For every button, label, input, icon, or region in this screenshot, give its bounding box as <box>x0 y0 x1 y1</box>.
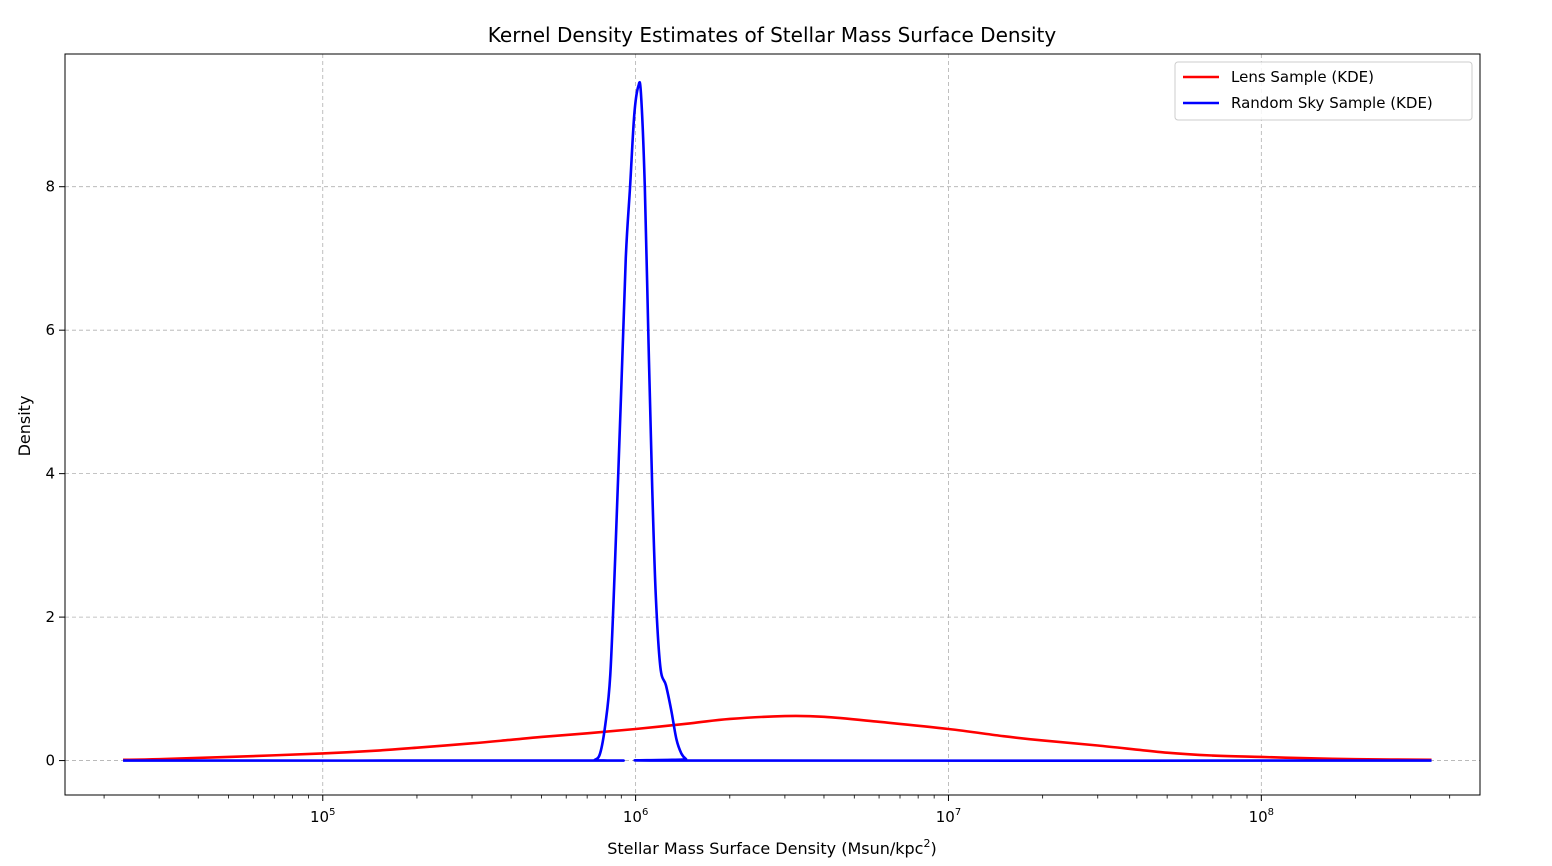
legend-box <box>1174 61 1473 121</box>
y-axis-ticks: 0 2 4 6 8 <box>45 178 65 770</box>
legend: Lens Sample (KDE) Random Sky Sample (KDE) <box>1174 61 1473 121</box>
x-tick-label: 107 <box>936 807 961 826</box>
x-tick-label: 108 <box>1249 807 1274 826</box>
x-tick-base: 10 <box>1249 808 1268 826</box>
x-tick-label: 106 <box>623 807 648 826</box>
grid <box>65 54 1480 795</box>
x-axis-label: Stellar Mass Surface Density (Msun/kpc2) <box>607 837 936 858</box>
y-tick-label: 4 <box>45 465 55 483</box>
legend-label: Lens Sample (KDE) <box>1231 68 1374 86</box>
x-axis-ticks: 105 106 107 108 <box>103 795 1451 826</box>
y-tick-label: 2 <box>45 608 55 626</box>
series-line-lens-sample <box>123 714 1432 762</box>
y-tick-label: 8 <box>45 178 55 196</box>
legend-label: Random Sky Sample (KDE) <box>1231 94 1433 112</box>
x-tick-label: 105 <box>310 807 335 826</box>
y-axis-label: Density <box>15 396 34 457</box>
x-tick-exponent: 5 <box>329 807 335 818</box>
x-tick-base: 10 <box>936 808 955 826</box>
series-lines <box>123 80 1432 762</box>
x-tick-exponent: 6 <box>642 807 648 818</box>
x-tick-base: 10 <box>310 808 329 826</box>
x-tick-exponent: 7 <box>955 807 961 818</box>
y-tick-label: 6 <box>45 321 55 339</box>
chart-title: Kernel Density Estimates of Stellar Mass… <box>488 23 1057 47</box>
series-line-random-sky-sample <box>123 80 1432 762</box>
plot-area-frame <box>64 53 1481 796</box>
x-tick-base: 10 <box>623 808 642 826</box>
y-tick-label: 0 <box>45 752 55 770</box>
x-tick-exponent: 8 <box>1268 807 1274 818</box>
